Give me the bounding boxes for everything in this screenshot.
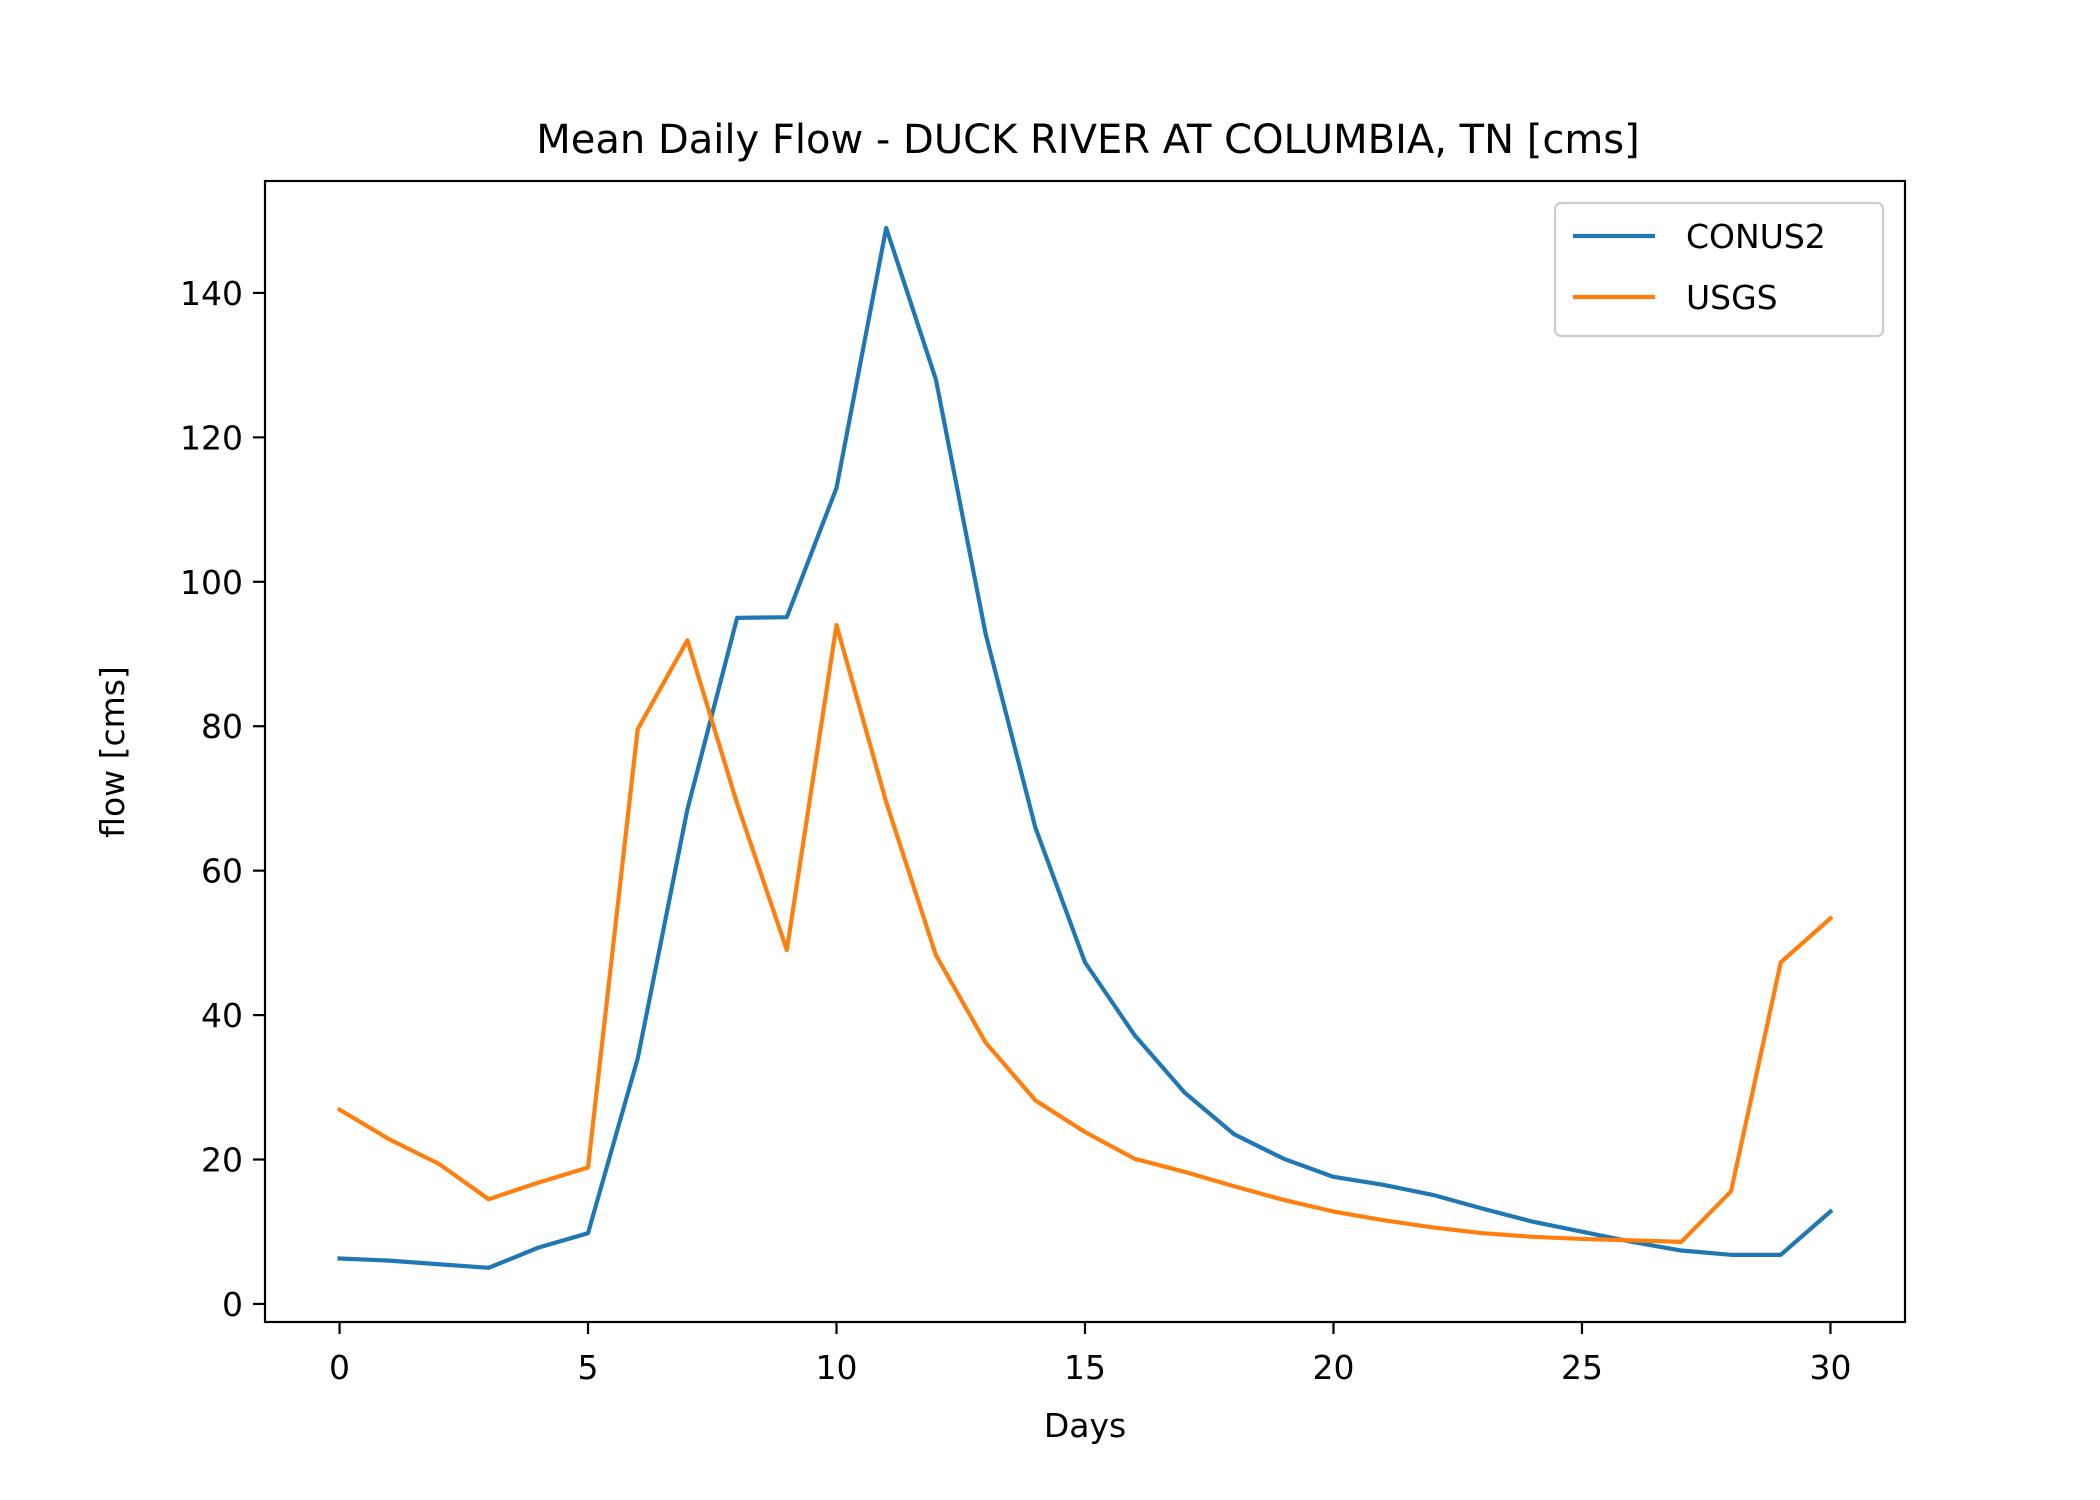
series-line-usgs <box>336 623 1834 1244</box>
y-tick-label: 80 <box>201 707 243 746</box>
y-axis: 0 20 40 60 80 100 120 140 <box>180 274 265 1324</box>
y-tick-label: 140 <box>180 274 243 313</box>
x-axis: 0 5 10 15 20 25 30 <box>329 1322 1851 1387</box>
x-tick-label: 30 <box>1809 1348 1851 1387</box>
series-line-conus2 <box>337 225 1834 1270</box>
series-layer <box>336 225 1834 1270</box>
y-tick-label: 0 <box>222 1285 243 1324</box>
x-tick-label: 25 <box>1561 1348 1603 1387</box>
x-tick-label: 10 <box>816 1348 858 1387</box>
y-tick-label: 20 <box>201 1141 243 1180</box>
y-tick-label: 100 <box>180 563 243 602</box>
y-axis-label: flow [cms] <box>93 666 132 838</box>
x-axis-label: Days <box>1044 1406 1126 1445</box>
legend: CONUS2 USGS <box>1553 201 1885 338</box>
x-tick-label: 20 <box>1312 1348 1354 1387</box>
y-tick-label: 60 <box>201 852 243 891</box>
y-tick-label: 40 <box>201 996 243 1035</box>
x-tick-label: 15 <box>1064 1348 1106 1387</box>
legend-label-usgs: USGS <box>1686 278 1778 317</box>
legend-label-conus2: CONUS2 <box>1686 217 1826 256</box>
x-tick-label: 5 <box>578 1348 599 1387</box>
x-tick-label: 0 <box>329 1348 350 1387</box>
y-tick-label: 120 <box>180 418 243 457</box>
chart-title: Mean Daily Flow - DUCK RIVER AT COLUMBIA… <box>536 117 1640 163</box>
